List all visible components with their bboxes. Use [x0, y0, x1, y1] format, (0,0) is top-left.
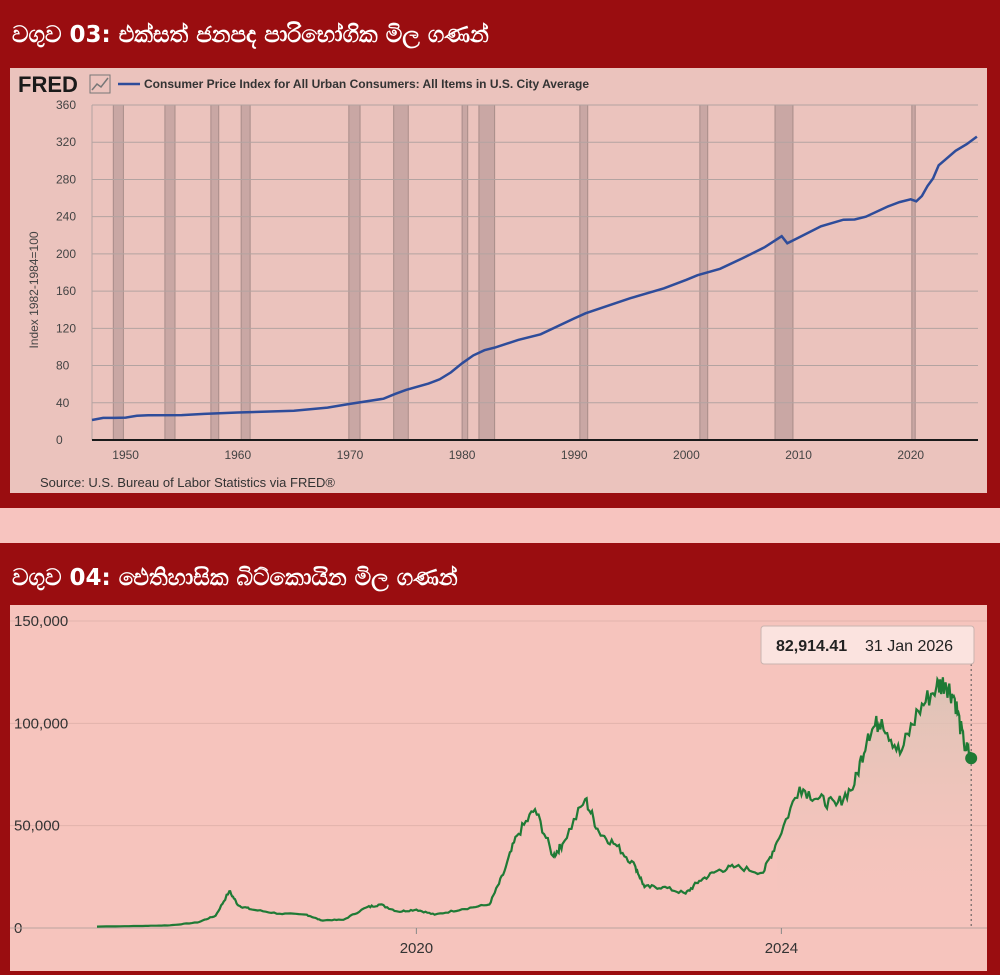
- cpi-y-tick-label: 200: [56, 247, 76, 261]
- recession-band: [461, 104, 469, 441]
- cpi-chart-area: 0 40 80 120 160 200 240 280 320 360 1950 1960 1970 1…: [10, 68, 987, 493]
- cpi-y-tick-label: 40: [56, 396, 70, 410]
- recession-band: [478, 104, 496, 441]
- cpi-gridlines: [91, 104, 978, 440]
- cpi-x-tick-label: 1990: [561, 448, 588, 462]
- recession-band: [164, 104, 176, 441]
- cpi-y-ticks: 0 40 80 120 160 200 240 280 320 360: [56, 98, 76, 447]
- cpi-y-axis-label: Index 1982-1984=100: [27, 231, 41, 348]
- cpi-y-tick-label: 160: [56, 284, 76, 298]
- cpi-x-tick-label: 2000: [673, 448, 700, 462]
- btc-tooltip: 82,914.41 31 Jan 2026: [760, 625, 975, 665]
- cpi-y-tick-label: 280: [56, 172, 76, 186]
- cpi-x-tick-label: 1950: [112, 448, 139, 462]
- cpi-legend-label: Consumer Price Index for All Urban Consu…: [144, 77, 589, 91]
- tooltip-value: 82,914.41: [776, 638, 847, 655]
- btc-x-ticks: 2020 2024: [400, 928, 798, 957]
- btc-area-fill: [776, 677, 972, 928]
- cpi-x-tick-label: 2020: [897, 448, 924, 462]
- btc-series-line: [96, 675, 973, 928]
- fred-graph-icon: [89, 74, 111, 94]
- cpi-y-tick-label: 80: [56, 359, 70, 373]
- cpi-y-tick-label: 0: [56, 433, 63, 447]
- cpi-x-tick-label: 1960: [224, 448, 251, 462]
- btc-panel: වගුව 04: ඓතිහාසික බිට්කොයින මිල ගණන් 0 50…: [0, 543, 1000, 975]
- cpi-x-tick-label: 1980: [449, 448, 476, 462]
- cpi-series-line: [91, 135, 978, 422]
- recession-band: [911, 104, 916, 441]
- recession-band: [579, 104, 589, 441]
- recession-band: [112, 104, 124, 441]
- fred-logo: FRED: [18, 72, 78, 97]
- btc-x-tick-label: 2020: [400, 940, 433, 957]
- cpi-panel-title: වගුව 03: එක්සත් ජනපද පාරිභෝගික මිල ගණන්: [12, 22, 489, 48]
- cpi-x-ticks: 1950 1960 1970 1980 1990 2000 2010 2020: [112, 448, 924, 462]
- cpi-y-tick-label: 360: [56, 98, 76, 112]
- btc-chart-area: 0 50,000 100,000 150,000 2020 2024 82,914.41…: [10, 605, 987, 971]
- btc-panel-title: වගුව 04: ඓතිහාසික බිට්කොයින මිල ගණන්: [12, 565, 458, 591]
- cpi-y-tick-label: 120: [56, 321, 76, 335]
- recession-band: [210, 104, 220, 441]
- cpi-x-tick-label: 2010: [785, 448, 812, 462]
- cpi-x-tick-label: 1970: [337, 448, 364, 462]
- tooltip-date: 31 Jan 2026: [865, 638, 953, 655]
- btc-y-tick-label: 150,000: [14, 613, 68, 630]
- recession-bands: [112, 104, 916, 441]
- btc-y-tick-label: 100,000: [14, 715, 68, 732]
- recession-band: [774, 104, 794, 441]
- cpi-y-tick-label: 320: [56, 135, 76, 149]
- cpi-y-tick-label: 240: [56, 210, 76, 224]
- cpi-source: Source: U.S. Bureau of Labor Statistics …: [40, 475, 335, 490]
- recession-band: [240, 104, 251, 441]
- recession-band: [348, 104, 361, 441]
- btc-y-tick-label: 50,000: [14, 818, 60, 835]
- cpi-panel: වගුව 03: එක්සත් ජනපද පාරිභෝගික මිල ගණන් …: [0, 0, 1000, 508]
- btc-x-tick-label: 2024: [765, 940, 798, 957]
- btc-current-point[interactable]: [965, 752, 978, 765]
